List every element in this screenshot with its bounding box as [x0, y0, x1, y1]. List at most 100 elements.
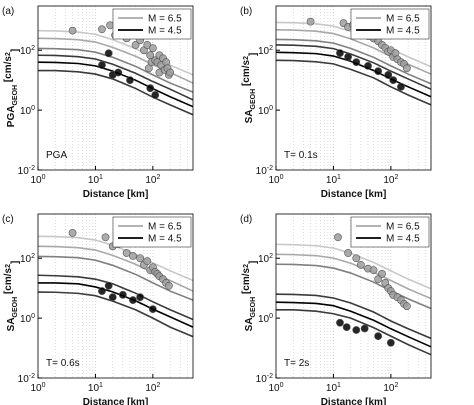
- point: [336, 318, 344, 327]
- y-axis-label-part: SA: [244, 317, 255, 331]
- point: [374, 332, 383, 341]
- line: [276, 308, 431, 356]
- x-tick-label: 100: [30, 174, 45, 186]
- y-axis-label-part: PGA: [6, 106, 17, 128]
- x-tick-label: 100: [268, 174, 283, 186]
- y-axis-label-part: GEOH: [250, 89, 257, 110]
- y-tick-label: 10-2: [18, 165, 35, 177]
- line: [276, 44, 431, 90]
- line: [38, 69, 193, 116]
- point: [374, 275, 383, 284]
- y-axis-label: SAGEOH [cm/s2]: [3, 261, 21, 332]
- y-tick-label: 100: [20, 313, 35, 325]
- x-axis-label: Distance [km]: [83, 189, 149, 200]
- legend-label: M = 6.5: [386, 14, 420, 25]
- point: [352, 254, 361, 263]
- legend-box: [112, 8, 192, 40]
- y-tick-label: 102: [20, 45, 35, 57]
- point: [306, 17, 315, 26]
- panel-label: (b): [240, 6, 252, 17]
- y-axis-label-part: [cm/s: [241, 267, 252, 296]
- y-tick-label: 10-2: [18, 373, 35, 385]
- point: [108, 293, 117, 302]
- legend-label: M = 6.5: [148, 14, 182, 25]
- point: [68, 229, 77, 237]
- point: [356, 260, 365, 269]
- point: [397, 82, 405, 91]
- point: [131, 41, 140, 49]
- y-axis-label-part: GEOH: [12, 85, 19, 106]
- point: [118, 290, 127, 299]
- y-tick-label: 100: [20, 105, 35, 117]
- x-tick-label: 102: [383, 382, 398, 394]
- line: [38, 291, 193, 338]
- point: [374, 67, 383, 76]
- point: [336, 49, 344, 58]
- legend-box: [112, 216, 192, 248]
- point: [98, 25, 106, 34]
- y-axis-label-part: ]: [248, 53, 259, 56]
- line: [276, 301, 431, 348]
- annotation: T= 0.6s: [46, 358, 80, 369]
- point: [148, 44, 157, 53]
- line: [276, 263, 431, 310]
- x-tick-label: 102: [145, 382, 160, 394]
- point: [136, 293, 145, 302]
- axes-frame: [275, 5, 432, 171]
- point: [126, 76, 134, 85]
- x-tick-label: 100: [30, 382, 45, 394]
- x-tick-label: 101: [88, 174, 103, 186]
- y-axis-label: PGAGEOH [cm/s2]: [3, 49, 21, 127]
- y-axis-label-part: ]: [10, 261, 21, 264]
- line: [276, 38, 431, 85]
- legend-label: M = 6.5: [386, 222, 420, 233]
- legend-label: M = 4.5: [148, 234, 182, 245]
- axes-frame: [37, 213, 194, 379]
- point: [389, 76, 398, 85]
- point: [106, 21, 114, 30]
- y-axis-label-part: 2: [243, 264, 250, 268]
- y-axis-label: SAGEOH [cm/s2]: [241, 261, 259, 332]
- point: [344, 249, 352, 257]
- point: [143, 257, 152, 266]
- line: [38, 282, 193, 328]
- y-axis-label-part: GEOH: [12, 297, 19, 318]
- y-axis-label-part: ]: [248, 261, 259, 264]
- point: [98, 61, 106, 69]
- y-axis-label-part: 2: [5, 52, 12, 56]
- x-axis-label: Distance [km]: [83, 397, 149, 405]
- axes-frame: [275, 213, 432, 379]
- point: [136, 254, 145, 263]
- legend-label: M = 4.5: [386, 234, 420, 245]
- annotation: T= 0.1s: [284, 150, 318, 161]
- x-tick-label: 102: [145, 174, 160, 186]
- x-tick-label: 101: [88, 382, 103, 394]
- line: [276, 59, 431, 106]
- point: [151, 91, 160, 99]
- line: [276, 253, 431, 300]
- line: [38, 54, 193, 101]
- point: [166, 68, 175, 77]
- point: [334, 233, 342, 242]
- point: [148, 305, 157, 314]
- point: [164, 281, 173, 290]
- y-axis-label-part: SA: [244, 109, 255, 123]
- y-axis-label-part: [cm/s: [3, 267, 14, 296]
- legend-label: M = 4.5: [148, 26, 182, 37]
- y-axis-label-part: ]: [10, 49, 21, 52]
- point: [402, 64, 411, 73]
- y-axis-label-part: [cm/s: [3, 56, 14, 85]
- legend-box: [350, 216, 430, 248]
- point: [114, 68, 123, 77]
- y-tick-label: 100: [258, 105, 273, 117]
- y-tick-label: 102: [258, 253, 273, 265]
- point: [146, 84, 155, 93]
- point: [68, 26, 77, 35]
- point: [98, 287, 106, 295]
- legend-label: M = 4.5: [386, 26, 420, 37]
- line: [38, 47, 193, 93]
